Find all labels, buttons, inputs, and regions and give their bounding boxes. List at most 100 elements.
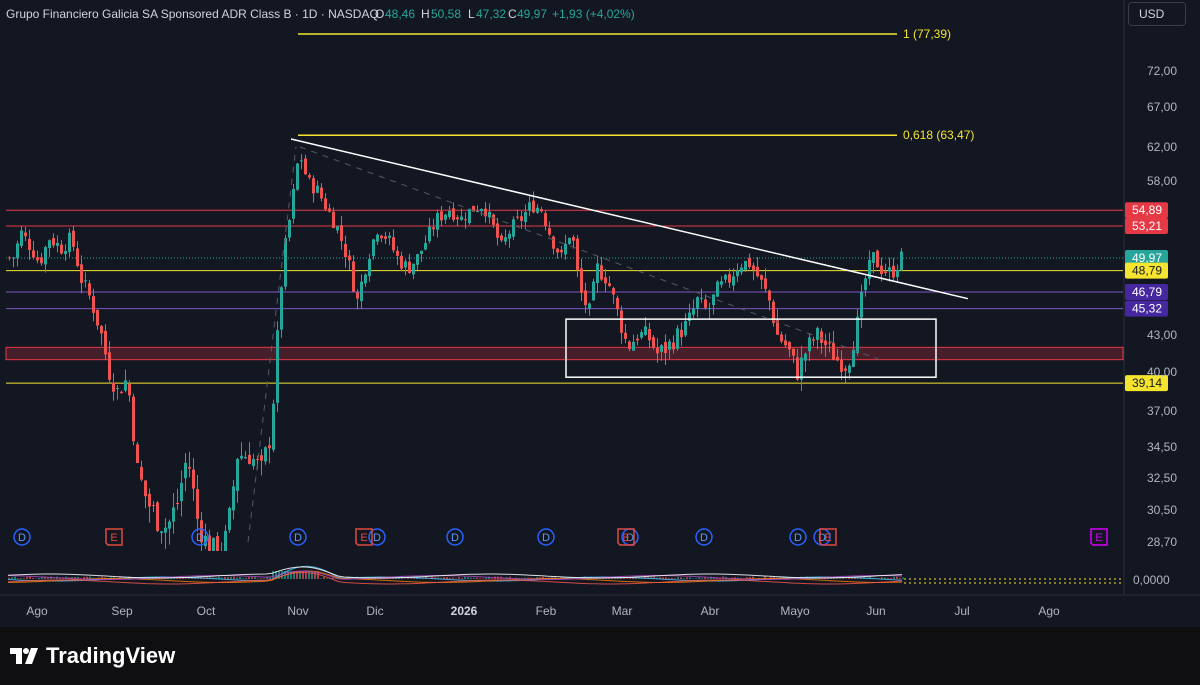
candle-body	[520, 216, 523, 221]
candle-body	[312, 178, 315, 194]
candle-body	[84, 280, 87, 282]
oscillator-bar	[902, 577, 904, 579]
oscillator-bar	[674, 578, 676, 579]
candle-body	[80, 264, 83, 283]
oscillator-bar	[851, 577, 853, 579]
oscillator-pane: 0,0000	[0, 552, 1170, 594]
candle-body	[160, 531, 163, 534]
candle-body	[28, 238, 31, 250]
dividend-marker: D	[537, 528, 555, 546]
ohlc-open-value: 48,46	[385, 7, 415, 21]
oscillator-bar	[839, 578, 841, 579]
dividend-marker-label: D	[373, 532, 381, 544]
candle-body	[20, 230, 23, 246]
candle-body	[56, 242, 59, 246]
candle-body	[856, 316, 859, 353]
oscillator-bar	[311, 571, 313, 579]
candle-body	[636, 338, 639, 341]
x-tick-label: Mar	[612, 604, 633, 618]
x-tick-label: Dic	[366, 604, 383, 618]
oscillator-bar	[20, 578, 22, 579]
candle-body	[560, 249, 563, 253]
oscillator-bar	[389, 578, 391, 579]
oscillator-bar	[695, 578, 697, 579]
candle-body	[688, 312, 691, 321]
oscillator-bar	[437, 577, 439, 579]
candle-body	[648, 329, 651, 341]
oscillator-bar	[542, 576, 544, 579]
candle-body	[152, 505, 155, 507]
candle-body	[836, 356, 839, 361]
candle-body	[180, 482, 183, 502]
dividend-marker: D	[446, 528, 464, 546]
fib-level-label: 0,618 (63,47)	[903, 128, 974, 142]
candle-body	[404, 261, 407, 268]
earnings-marker-shape	[617, 528, 635, 546]
oscillator-bar	[659, 577, 661, 579]
dividend-marker: D	[695, 528, 713, 546]
oscillator-bar	[59, 578, 61, 579]
candle-body	[664, 342, 667, 353]
oscillator-bar	[449, 577, 451, 579]
oscillator-bar	[836, 578, 838, 579]
ohlc-high-label: H	[421, 7, 430, 21]
candle-body	[468, 208, 471, 224]
oscillator-bar	[248, 577, 250, 579]
oscillator-bar	[662, 577, 664, 579]
candle-body	[424, 243, 427, 250]
candle-body	[792, 348, 795, 356]
oscillator-bar	[623, 577, 625, 579]
candle-body	[196, 489, 199, 519]
candle-body	[616, 297, 619, 310]
candle-body	[540, 209, 543, 212]
oscillator-bar	[323, 576, 325, 579]
dividend-marker-circle	[789, 528, 807, 546]
candle-body	[276, 330, 279, 403]
candle-body	[808, 337, 811, 352]
price-tag	[1125, 250, 1168, 266]
candle-body	[592, 281, 595, 301]
candle-body	[308, 175, 311, 178]
symbol-title: Grupo Financiero Galicia SA Sponsored AD…	[6, 7, 379, 21]
candle-body	[588, 303, 591, 309]
candle-body	[900, 251, 903, 271]
price-tag	[1125, 262, 1168, 279]
oscillator-bar	[668, 578, 670, 579]
oscillator-bar	[251, 577, 253, 579]
y-tick-label: 43,00	[1147, 328, 1177, 342]
oscillator-bar	[74, 577, 76, 579]
candle-body	[380, 235, 383, 239]
candle-body	[228, 507, 231, 531]
oscillator-axis-label: 0,0000	[1133, 573, 1170, 587]
candle-body	[24, 232, 27, 237]
oscillator-bar	[617, 577, 619, 579]
candle-body	[548, 228, 551, 235]
dividend-marker-label: D	[18, 532, 26, 544]
candle-body	[428, 226, 431, 242]
candle-body	[128, 383, 131, 396]
oscillator-bar	[884, 577, 886, 579]
ohlc-open-label: O	[375, 7, 384, 21]
candle-body	[696, 297, 699, 309]
oscillator-bar	[293, 571, 295, 579]
oscillator-bar	[236, 577, 238, 579]
candle-body	[744, 260, 747, 270]
candle-body	[812, 339, 815, 341]
candle-body	[384, 236, 387, 239]
oscillator-bar	[536, 577, 538, 579]
candle-body	[784, 340, 787, 346]
oscillator-bar	[857, 578, 859, 579]
candle-body	[420, 250, 423, 254]
candle-body	[848, 365, 851, 373]
earnings-marker-shape	[105, 528, 123, 546]
price-tag	[1125, 375, 1168, 392]
price-tag-label: 49,97	[1132, 251, 1162, 265]
candle-body	[736, 270, 739, 277]
oscillator-bar	[14, 576, 16, 579]
tradingview-logo-icon	[10, 648, 38, 664]
tradingview-logo[interactable]: TradingView	[10, 643, 175, 669]
candle-body	[44, 247, 47, 265]
candle-body	[576, 238, 579, 271]
currency-button[interactable]: USD	[1128, 2, 1186, 26]
